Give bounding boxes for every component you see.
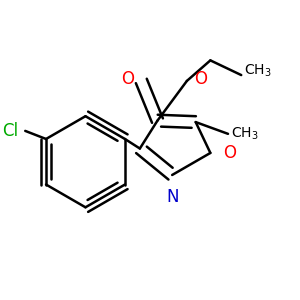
Text: O: O	[223, 144, 236, 162]
Text: Cl: Cl	[2, 122, 18, 140]
Text: CH$_3$: CH$_3$	[244, 62, 272, 79]
Text: CH$_3$: CH$_3$	[231, 126, 259, 142]
Text: N: N	[166, 188, 178, 206]
Text: O: O	[194, 70, 207, 88]
Text: O: O	[121, 70, 134, 88]
